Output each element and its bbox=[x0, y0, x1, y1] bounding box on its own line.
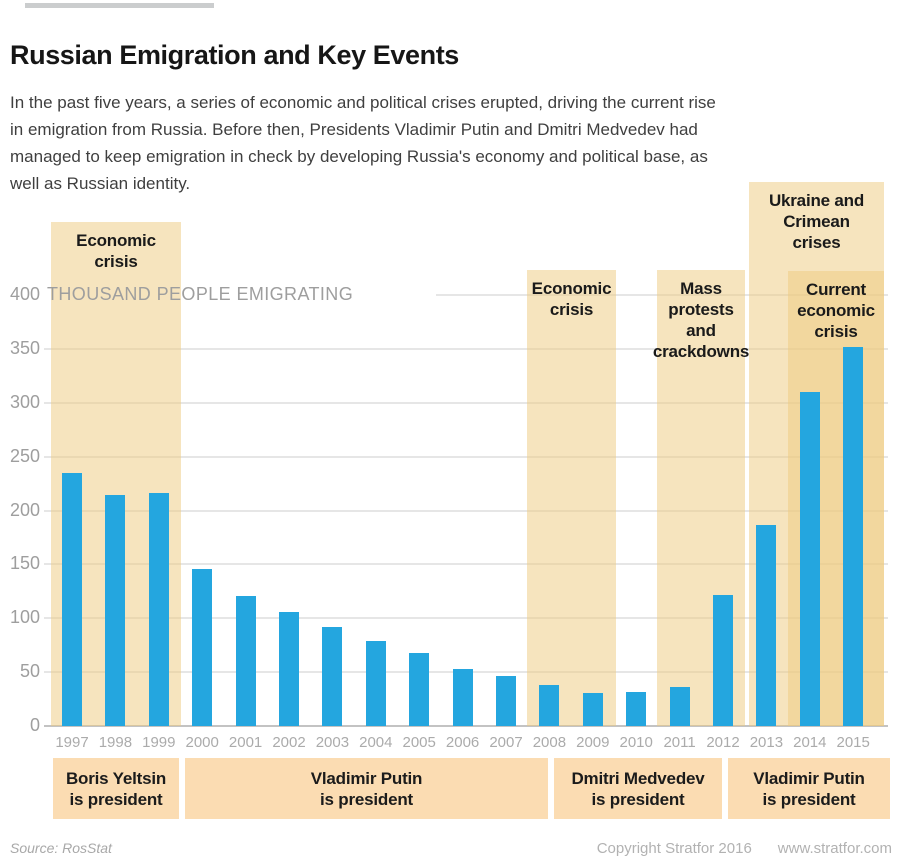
year-label-2011: 2011 bbox=[663, 734, 696, 751]
gridline-250 bbox=[44, 455, 888, 458]
bar-2000 bbox=[192, 569, 213, 726]
president-band-3: Vladimir Putin is president bbox=[728, 758, 890, 819]
y-axis-unit-label: THOUSAND PEOPLE EMIGRATING bbox=[47, 284, 354, 304]
year-label-2015: 2015 bbox=[836, 734, 870, 751]
event-label-0: Economic crisis bbox=[76, 231, 156, 271]
year-label-2001: 2001 bbox=[228, 734, 263, 751]
bar-2010 bbox=[626, 692, 647, 726]
bar-2002 bbox=[279, 612, 299, 726]
ytick-100: 100 bbox=[9, 607, 40, 628]
year-label-2013: 2013 bbox=[749, 734, 784, 751]
source-credit: Source: RosStat bbox=[10, 840, 112, 856]
year-label-2007: 2007 bbox=[489, 734, 523, 751]
ytick-250: 250 bbox=[9, 445, 40, 466]
axis-baseline bbox=[44, 725, 888, 727]
bar-2005 bbox=[409, 653, 430, 726]
bar-2012 bbox=[713, 595, 733, 726]
copyright-text: Copyright Stratfor 2016 bbox=[596, 840, 752, 857]
gridline-150 bbox=[44, 563, 888, 566]
bar-2013 bbox=[756, 525, 777, 726]
event-label-2: Mass protests and crackdowns bbox=[652, 279, 750, 361]
year-label-2009: 2009 bbox=[576, 734, 610, 751]
ytick-400: 400 bbox=[9, 284, 40, 304]
president-band-1: Vladimir Putin is president bbox=[185, 758, 548, 819]
bar-2003 bbox=[322, 627, 343, 726]
header-accent-bar bbox=[25, 3, 214, 8]
year-label-2003: 2003 bbox=[315, 734, 350, 751]
year-label-2004: 2004 bbox=[359, 734, 393, 751]
year-label-2002: 2002 bbox=[272, 734, 306, 751]
bar-1999 bbox=[148, 493, 169, 726]
bar-2008 bbox=[539, 685, 560, 726]
gridline-200 bbox=[44, 509, 888, 512]
gridline-350 bbox=[44, 347, 888, 350]
year-label-2000: 2000 bbox=[185, 734, 219, 751]
bar-2001 bbox=[235, 596, 256, 726]
ytick-50: 50 bbox=[19, 661, 40, 682]
year-label-2012: 2012 bbox=[706, 734, 740, 751]
intro-paragraph: In the past five years, a series of econ… bbox=[10, 93, 716, 193]
president-band-2: Dmitri Medvedev is president bbox=[554, 758, 722, 819]
bar-2004 bbox=[365, 641, 386, 726]
bar-2015 bbox=[843, 347, 864, 726]
ytick-150: 150 bbox=[9, 553, 40, 574]
event-band-1 bbox=[527, 270, 616, 726]
ytick-0: 0 bbox=[29, 715, 40, 735]
bar-2011 bbox=[669, 687, 690, 726]
bar-2006 bbox=[452, 669, 473, 726]
gridline-100 bbox=[44, 617, 888, 620]
page-title: Russian Emigration and Key Events bbox=[10, 40, 459, 71]
ytick-300: 300 bbox=[9, 391, 40, 412]
event-label-4: Current economic crisis bbox=[797, 280, 875, 341]
website-text: www.stratfor.com bbox=[777, 840, 892, 857]
ytick-200: 200 bbox=[9, 499, 40, 520]
year-label-2005: 2005 bbox=[402, 734, 436, 751]
bar-2009 bbox=[582, 693, 603, 726]
year-label-1997: 1997 bbox=[55, 734, 89, 751]
year-label-2006: 2006 bbox=[445, 734, 480, 751]
president-band-0: Boris Yeltsin is president bbox=[53, 758, 179, 819]
year-label-2008: 2008 bbox=[532, 734, 567, 751]
gridline-300 bbox=[44, 401, 888, 404]
event-label-3: Ukraine and Crimean crises bbox=[768, 191, 865, 252]
year-label-1998: 1998 bbox=[98, 734, 133, 751]
bar-1997 bbox=[62, 473, 82, 726]
year-label-2014: 2014 bbox=[793, 734, 827, 751]
bar-2007 bbox=[496, 676, 516, 726]
bar-1998 bbox=[105, 495, 126, 726]
year-label-2010: 2010 bbox=[619, 734, 653, 751]
bar-2014 bbox=[799, 392, 820, 726]
event-label-1: Economic crisis bbox=[531, 279, 612, 319]
year-label-1999: 1999 bbox=[142, 734, 176, 751]
footer-right: Copyright Stratfor 2016 www.stratfor.com bbox=[597, 840, 892, 857]
ytick-350: 350 bbox=[9, 337, 40, 358]
